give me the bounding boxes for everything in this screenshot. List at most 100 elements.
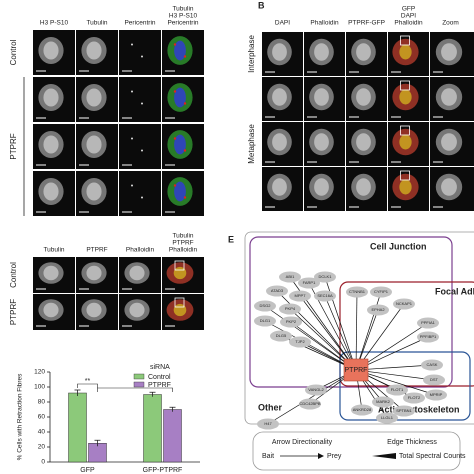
cell-signal [399, 179, 412, 195]
cell-signal [131, 184, 133, 187]
node [393, 405, 415, 417]
legend-swatch [133, 373, 145, 380]
node [279, 303, 301, 315]
y-tick-label: 40 [38, 429, 46, 436]
group-box [249, 236, 453, 388]
node [393, 298, 415, 310]
cell-signal [141, 55, 143, 58]
node-label: DCLK1 [319, 274, 333, 279]
node-label: PKP4 [285, 306, 296, 311]
group-label: Actin Cytoskeleton [378, 404, 460, 414]
row-label: Control [9, 39, 18, 65]
merge-label: Phalloidin [394, 20, 423, 27]
legend-text: Bait [262, 453, 274, 460]
node-label: CASK [427, 362, 438, 367]
cell-signal [356, 133, 371, 151]
cell-signal [356, 88, 371, 106]
merge-label: PTPRF [172, 240, 193, 247]
group-label: Other [258, 402, 283, 412]
panel-letter: E [228, 234, 234, 244]
row-label: Metaphase [247, 124, 256, 164]
bar [68, 392, 87, 463]
y-tick-label: 20 [38, 444, 46, 451]
node-label: DSG2 [260, 303, 272, 308]
cell-signal [272, 133, 287, 151]
cell-signal [441, 88, 457, 106]
edge [355, 369, 435, 381]
node [425, 389, 447, 401]
node-label: FLOT1 [391, 387, 404, 392]
cell-signal [314, 178, 329, 196]
node [372, 396, 394, 408]
cell-signal [173, 303, 187, 317]
panel-letter: B [258, 0, 265, 10]
column-header: PTPRF [86, 247, 107, 254]
group-label: Focal Adhesion [435, 286, 474, 296]
merge-label: GFP [402, 6, 415, 13]
node [423, 374, 445, 386]
group-box [339, 281, 474, 387]
node-label: H47 [264, 421, 272, 426]
legend-heading: Edge Thickness [387, 439, 437, 446]
cell-signal [272, 43, 287, 61]
cell-signal [173, 266, 187, 280]
network-frame [244, 231, 474, 425]
cell-signal [43, 182, 59, 201]
micrograph [119, 77, 161, 122]
node-label: CYFIP1 [374, 289, 389, 294]
cell-signal [441, 43, 457, 61]
node [346, 286, 368, 298]
node [367, 304, 389, 316]
cell-signal [43, 302, 59, 318]
cell-signal [131, 90, 133, 93]
significance-label: ** [85, 378, 91, 385]
cell-signal [86, 41, 102, 60]
column-header: Pericentrin [124, 20, 155, 27]
y-tick-label: 60 [38, 414, 46, 421]
hub-node [343, 358, 369, 382]
node [351, 404, 373, 416]
node-label: PPFIA1 [421, 320, 436, 325]
node-label: NCKAP1 [396, 301, 413, 306]
cell-signal [86, 302, 102, 318]
node-label: PPFIBP1 [420, 334, 437, 339]
node [289, 336, 311, 348]
row-label: Interphase [247, 35, 256, 73]
cell-signal [183, 102, 187, 105]
legend-wedge [372, 453, 396, 459]
y-tick-label: 80 [38, 399, 46, 406]
cell-signal [173, 90, 177, 93]
group-label: Cell Junction [370, 241, 427, 251]
node-label: DLG1 [260, 318, 271, 323]
cell-signal [141, 196, 143, 199]
cell-signal [183, 149, 187, 152]
node-label: LLGL1 [381, 415, 394, 420]
cell-signal [399, 44, 412, 60]
cell-signal [173, 43, 177, 46]
cell-signal [356, 43, 371, 61]
node-label: FLOT2 [408, 395, 421, 400]
node [370, 286, 392, 298]
node [279, 271, 301, 283]
column-header: DAPI [275, 20, 290, 27]
bar [143, 394, 162, 463]
cell-signal [174, 40, 186, 61]
cell-signal [183, 196, 187, 199]
column-header: H3 P-S10 [40, 20, 69, 27]
legend-text: Total Spectral Counts [399, 453, 466, 460]
node [376, 412, 398, 424]
cell-signal [174, 87, 186, 108]
cell-signal [356, 178, 371, 196]
cell-signal [399, 89, 412, 105]
zoom-box [174, 260, 185, 271]
legend-swatch [133, 381, 145, 388]
merge-label: Tubulin [172, 6, 193, 13]
merge-label: Tubulin [172, 233, 193, 240]
significance-bracket [77, 383, 98, 388]
cell-signal [129, 302, 145, 318]
node [314, 290, 336, 302]
edge [355, 291, 358, 371]
y-tick-label: 0 [41, 459, 45, 466]
edge [264, 320, 357, 371]
edge [324, 295, 357, 371]
